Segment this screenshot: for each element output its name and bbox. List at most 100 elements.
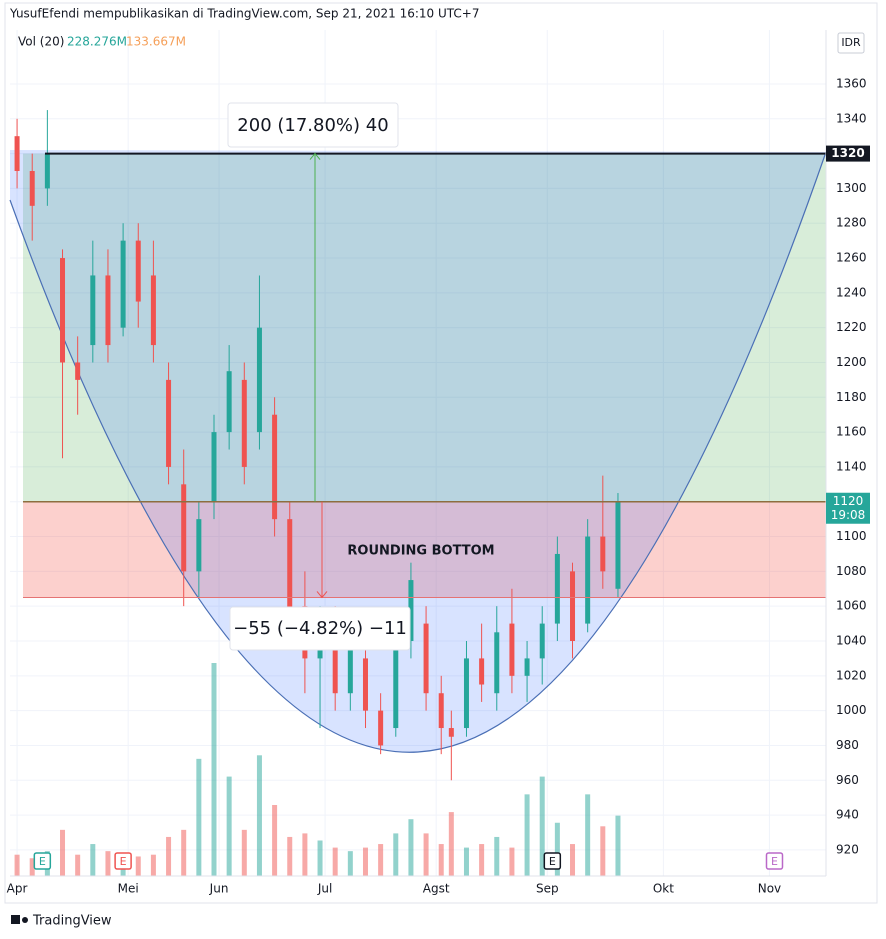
volume-bar	[181, 829, 187, 876]
candle-body	[287, 519, 293, 624]
volume-bar	[438, 844, 444, 876]
y-tick-label: 1160	[836, 425, 867, 439]
candle-body	[226, 371, 232, 433]
candle-body	[44, 153, 50, 189]
volume-bar	[256, 755, 262, 876]
position-zones	[23, 153, 826, 598]
volume	[14, 663, 621, 876]
volume-bar	[494, 836, 500, 876]
candle-body	[494, 632, 500, 694]
currency[interactable]: IDR	[841, 36, 861, 49]
candle-body	[166, 379, 172, 467]
target-price: 1320	[831, 146, 864, 160]
target-label-box	[227, 102, 399, 148]
x-tick-label: Sep	[536, 882, 559, 896]
target-label: 200 (17.80%) 40	[237, 115, 388, 136]
candle-body	[554, 553, 560, 624]
frame	[4, 2, 878, 904]
event-label[interactable]: E	[120, 855, 127, 868]
volume-bar	[509, 847, 515, 876]
stop-arrow-head	[316, 591, 328, 599]
volume-bar	[302, 833, 308, 876]
y-tick-label: 920	[836, 842, 859, 856]
target-arrow-head	[309, 152, 321, 160]
event-label[interactable]: E	[39, 855, 46, 868]
volume-bar	[317, 840, 323, 876]
y-tick-label: 1280	[836, 216, 867, 230]
y-tick-label: 1340	[836, 111, 867, 125]
volume-bar	[135, 856, 141, 876]
last-price: 1120	[833, 494, 864, 508]
volume-bar	[448, 812, 454, 876]
candle-body	[347, 641, 353, 694]
candle-body	[272, 414, 278, 520]
y-tick-label: 980	[836, 738, 859, 752]
volume-bar	[408, 819, 414, 876]
footer: TradingView	[32, 914, 112, 929]
x-tick-label: Jun	[209, 882, 229, 896]
event-badge[interactable]	[765, 852, 784, 870]
event-badge[interactable]	[33, 852, 52, 870]
candle-body	[181, 484, 187, 572]
volume-bar	[347, 851, 353, 876]
x-tick-label: Jul	[317, 882, 332, 896]
candle-body	[14, 136, 20, 171]
volume-legend-label: Vol (20)	[18, 35, 64, 49]
volume-legend-value: 228.276M	[67, 35, 127, 49]
volume-bar	[272, 805, 278, 876]
event-label[interactable]: E	[771, 855, 778, 868]
candle-body	[393, 641, 399, 729]
volume-bar	[105, 851, 111, 876]
y-tick-label: 1000	[836, 703, 867, 717]
volume-bar	[393, 833, 399, 876]
candle-body	[256, 327, 262, 433]
y-tick-label: 1020	[836, 668, 867, 682]
candle-body	[150, 275, 156, 346]
volume-bar	[90, 844, 96, 876]
volume-bar	[75, 854, 81, 876]
candle-body	[615, 501, 621, 589]
volume-bar	[196, 758, 202, 876]
x-tick-label: Nov	[758, 882, 781, 896]
volume-bar	[29, 858, 35, 876]
candle-body	[463, 658, 469, 729]
axes: 920 940 960 980 1000 1020 1040 1060 1080 1100 1120…	[7, 76, 870, 896]
volume-bar	[423, 833, 429, 876]
currency-box[interactable]	[837, 32, 865, 54]
candle-body	[196, 519, 202, 572]
volume-bar	[150, 854, 156, 876]
y-tick-label: 1240	[836, 285, 867, 299]
candle-body	[600, 536, 606, 572]
volume-bar	[570, 844, 576, 876]
volume-bar	[166, 836, 172, 876]
candle-body	[570, 571, 576, 641]
logo-mark	[22, 917, 28, 923]
volume-bar	[554, 822, 560, 876]
event-badge[interactable]	[114, 852, 132, 870]
candle-body	[479, 658, 485, 685]
candle-body	[539, 623, 545, 659]
candle-body	[438, 693, 444, 729]
event-badge[interactable]	[543, 852, 562, 870]
annotation: ROUNDING BOTTOM	[347, 544, 494, 559]
volume-bar	[332, 847, 338, 876]
volume-bar	[287, 836, 293, 876]
event-label[interactable]: E	[549, 855, 556, 868]
volume-bar	[378, 844, 384, 876]
y-tick-label: 1180	[836, 390, 867, 404]
candle-body	[378, 710, 384, 746]
candle-body	[585, 536, 591, 624]
volume-legend-value: 133.667M	[126, 35, 186, 49]
candle-body	[120, 240, 126, 328]
y-tick-label: 1220	[836, 320, 867, 334]
candle-body	[423, 623, 429, 694]
candle-body	[90, 275, 96, 346]
volume-bar	[211, 663, 217, 876]
candle-body	[362, 658, 368, 711]
volume-bar	[362, 847, 368, 876]
candle-body	[332, 641, 338, 694]
x-tick-label: Mei	[118, 882, 139, 896]
y-tick-label: 1260	[836, 251, 867, 265]
volume-bar	[241, 829, 247, 876]
